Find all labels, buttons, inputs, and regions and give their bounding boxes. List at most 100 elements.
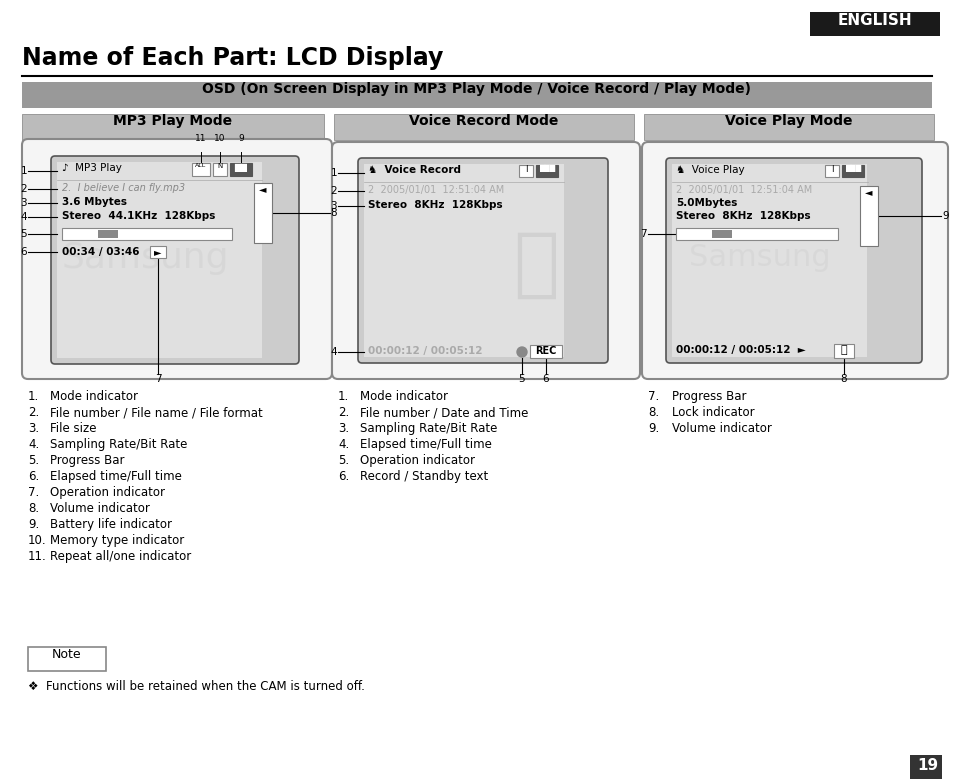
Text: Elapsed time/Full time: Elapsed time/Full time — [359, 438, 492, 451]
Bar — [859, 186, 877, 246]
Text: 5.: 5. — [337, 454, 349, 467]
Text: 6.: 6. — [28, 470, 39, 483]
Text: I: I — [830, 165, 832, 174]
Bar — [334, 114, 634, 140]
Text: Elapsed time/Full time: Elapsed time/Full time — [50, 470, 182, 483]
Text: 11.: 11. — [28, 550, 47, 563]
Text: 2: 2 — [330, 186, 336, 196]
Text: Note: Note — [52, 648, 82, 661]
Text: Memory type indicator: Memory type indicator — [50, 534, 184, 547]
Text: 2.: 2. — [28, 406, 39, 419]
Text: 3: 3 — [330, 201, 336, 211]
Text: 10: 10 — [214, 134, 226, 143]
Text: ♞  Voice Record: ♞ Voice Record — [368, 165, 460, 175]
Bar — [22, 114, 324, 140]
Text: Lock indicator: Lock indicator — [671, 406, 754, 419]
Bar — [150, 246, 166, 258]
Text: 4.: 4. — [28, 438, 39, 451]
Bar — [676, 228, 837, 240]
Bar — [98, 230, 118, 238]
Text: 🔒: 🔒 — [840, 345, 846, 355]
Text: 7: 7 — [154, 374, 161, 384]
FancyBboxPatch shape — [22, 139, 332, 379]
Text: Sampling Rate/Bit Rate: Sampling Rate/Bit Rate — [50, 438, 187, 451]
Text: 1.: 1. — [337, 390, 349, 403]
Bar — [824, 165, 838, 177]
Bar — [364, 164, 563, 357]
Text: ALL: ALL — [195, 163, 207, 168]
Polygon shape — [909, 755, 941, 779]
Bar — [671, 164, 866, 357]
Text: 00:00:12 / 00:05:12: 00:00:12 / 00:05:12 — [368, 346, 482, 356]
Text: 3.: 3. — [28, 422, 39, 435]
Text: N: N — [217, 163, 222, 169]
Text: Progress Bar: Progress Bar — [50, 454, 125, 467]
Bar — [230, 163, 252, 176]
Text: ♞  Voice Play: ♞ Voice Play — [676, 165, 744, 175]
Text: Stereo  44.1KHz  128Kbps: Stereo 44.1KHz 128Kbps — [62, 211, 215, 221]
Text: REC: REC — [535, 346, 557, 356]
Polygon shape — [909, 755, 941, 779]
Text: 19: 19 — [917, 758, 938, 773]
FancyBboxPatch shape — [665, 158, 921, 363]
Text: Operation indicator: Operation indicator — [50, 486, 165, 499]
Bar — [62, 228, 232, 240]
Text: Mode indicator: Mode indicator — [359, 390, 448, 403]
Text: 9: 9 — [238, 134, 244, 143]
Bar — [28, 647, 106, 671]
Text: 10.: 10. — [28, 534, 47, 547]
Text: 4.: 4. — [337, 438, 349, 451]
Text: Operation indicator: Operation indicator — [359, 454, 475, 467]
Text: ❖  Functions will be retained when the CAM is turned off.: ❖ Functions will be retained when the CA… — [28, 680, 364, 693]
Text: 6: 6 — [20, 247, 27, 257]
Text: 11: 11 — [195, 134, 207, 143]
Text: ███: ███ — [844, 165, 861, 172]
Bar — [809, 12, 939, 36]
Text: 00:34 / 03:46: 00:34 / 03:46 — [62, 247, 139, 257]
Text: Voice Play Mode: Voice Play Mode — [724, 114, 852, 128]
Text: ██: ██ — [234, 163, 247, 172]
Text: 1.: 1. — [28, 390, 39, 403]
Bar — [57, 162, 262, 358]
Bar — [192, 163, 210, 176]
Text: ███: ███ — [538, 165, 555, 172]
Text: 7.: 7. — [28, 486, 39, 499]
Text: 2.: 2. — [337, 406, 349, 419]
Text: 8: 8 — [330, 208, 336, 218]
Text: ◄: ◄ — [259, 184, 267, 194]
Text: Stereo  8KHz  128Kbps: Stereo 8KHz 128Kbps — [676, 211, 810, 221]
Text: 7.: 7. — [647, 390, 659, 403]
Text: Volume indicator: Volume indicator — [671, 422, 771, 435]
Text: MP3 Play Mode: MP3 Play Mode — [113, 114, 233, 128]
Text: 2.  I believe I can fly.mp3: 2. I believe I can fly.mp3 — [62, 183, 185, 193]
Circle shape — [517, 347, 526, 357]
Text: 3.6 Mbytes: 3.6 Mbytes — [62, 197, 127, 207]
Text: 5.0Mbytes: 5.0Mbytes — [676, 198, 737, 208]
Text: 9.: 9. — [28, 518, 39, 531]
Text: Record / Standby text: Record / Standby text — [359, 470, 488, 483]
FancyBboxPatch shape — [641, 142, 947, 379]
Bar — [22, 82, 931, 108]
Text: 2: 2 — [20, 184, 27, 194]
Text: ◄: ◄ — [864, 187, 872, 197]
Bar — [213, 163, 227, 176]
Text: 7: 7 — [639, 229, 646, 239]
Bar — [253, 183, 272, 243]
Text: 2  2005/01/01  12:51:04 AM: 2 2005/01/01 12:51:04 AM — [368, 185, 504, 195]
Text: 5: 5 — [20, 229, 27, 239]
Text: 2  2005/01/01  12:51:04 AM: 2 2005/01/01 12:51:04 AM — [676, 185, 811, 195]
Text: File size: File size — [50, 422, 96, 435]
Text: Volume indicator: Volume indicator — [50, 502, 150, 515]
Text: Name of Each Part: LCD Display: Name of Each Part: LCD Display — [22, 46, 443, 70]
Text: 3.: 3. — [337, 422, 349, 435]
Bar — [643, 114, 933, 140]
Text: Voice Record Mode: Voice Record Mode — [409, 114, 558, 128]
Text: 8.: 8. — [28, 502, 39, 515]
FancyBboxPatch shape — [51, 156, 298, 364]
Bar — [530, 345, 561, 358]
FancyBboxPatch shape — [357, 158, 607, 363]
Text: 1: 1 — [20, 166, 27, 176]
Text: 3: 3 — [20, 198, 27, 208]
Text: 8.: 8. — [647, 406, 659, 419]
Text: Samsung: Samsung — [688, 244, 830, 273]
